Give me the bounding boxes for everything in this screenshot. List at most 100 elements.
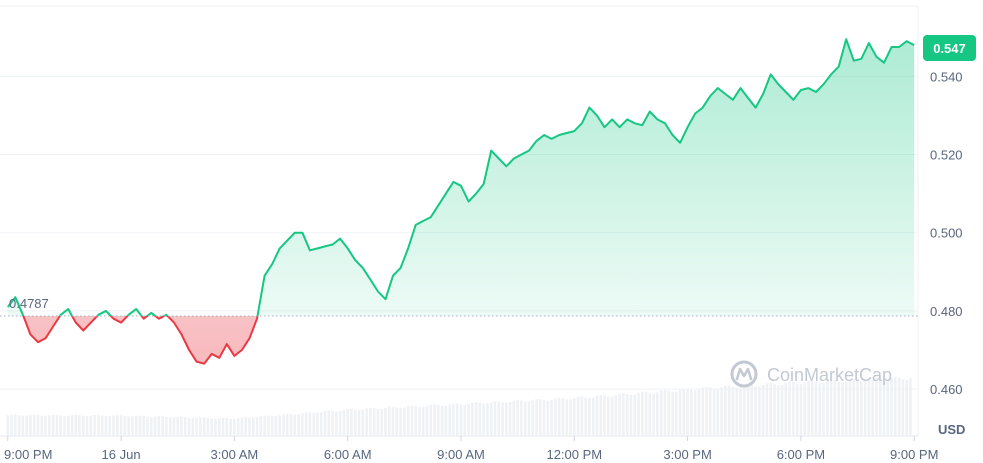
volume-bar [818, 383, 822, 436]
volume-bar [595, 396, 599, 436]
volume-bar [14, 414, 17, 436]
volume-bar [214, 418, 217, 436]
volume-bar [123, 416, 127, 436]
volume-bar [146, 416, 149, 436]
volume-bar [97, 414, 100, 436]
volume-bar [705, 386, 708, 436]
volume-bar [565, 399, 569, 436]
volume-bar [727, 385, 731, 436]
volume-bar [463, 404, 467, 436]
volume-bar [591, 397, 595, 436]
volume-bar [739, 387, 742, 436]
volume-bar [244, 417, 248, 436]
volume-bar [523, 401, 527, 436]
volume-bar [304, 412, 308, 436]
volume-bar [588, 398, 591, 436]
volume-bar [74, 414, 78, 436]
volume-bar [678, 389, 682, 436]
volume-bars [6, 376, 912, 436]
volume-bar [319, 412, 323, 436]
volume-bar [807, 380, 810, 436]
volume-bar [482, 403, 485, 436]
x-tick-label: 3:00 AM [211, 447, 259, 462]
volume-bar [40, 415, 44, 436]
volume-bar [369, 407, 372, 436]
volume-bar [758, 386, 761, 436]
volume-bar [149, 416, 153, 436]
reference-price-label: 0.4787 [9, 296, 49, 311]
volume-bar [418, 406, 421, 436]
volume-bar [822, 382, 825, 436]
x-tick-label: 6:00 PM [777, 447, 825, 462]
x-tick-label: 3:00 PM [663, 447, 711, 462]
volume-bar [712, 388, 716, 436]
volume-bar [255, 417, 259, 436]
volume-bar [263, 415, 266, 436]
volume-bar [527, 401, 531, 436]
volume-bar [784, 382, 788, 436]
volume-bar [259, 416, 263, 436]
volume-bar [539, 399, 542, 436]
volume-bar [493, 401, 497, 436]
volume-bar [716, 388, 720, 436]
volume-bar [897, 377, 901, 436]
volume-bar [750, 384, 754, 436]
volume-bar [841, 382, 844, 436]
volume-bar [357, 410, 361, 436]
volume-bar [78, 415, 81, 436]
volume-bar [353, 409, 357, 436]
volume-bar [433, 404, 436, 436]
volume-bar [690, 389, 693, 436]
volume-bar [93, 415, 96, 436]
volume-bar [720, 387, 723, 436]
volume-bar [686, 388, 689, 436]
volume-bar [886, 379, 890, 436]
volume-bar [176, 416, 180, 436]
volume-bar [210, 418, 214, 436]
x-axis-ticks: 9:00 PM 16 Jun 3:00 AM 6:00 AM 9:00 AM 12:00 … [4, 436, 938, 462]
volume-bar [471, 402, 474, 436]
volume-bar [36, 414, 40, 436]
volume-bar [803, 382, 806, 436]
volume-bar [191, 418, 195, 436]
watermark: CoinMarketCap [730, 360, 892, 388]
volume-bar [365, 408, 368, 436]
x-tick-label: 9:00 PM [4, 447, 52, 462]
volume-bar [455, 403, 459, 436]
volume-bar [82, 415, 85, 436]
volume-bar [671, 391, 674, 436]
coinmarketcap-logo-mark [735, 367, 753, 381]
volume-bar [754, 386, 757, 436]
x-tick-label: 9:00 AM [437, 447, 485, 462]
volume-bar [338, 411, 342, 436]
volume-bar [708, 387, 712, 436]
volume-bar [172, 417, 176, 436]
volume-bar [663, 389, 667, 436]
volume-bar [731, 386, 735, 436]
y-tick-label: 0.540 [930, 69, 963, 84]
volume-bar [44, 415, 47, 436]
volume-bar [25, 415, 28, 436]
volume-bar [905, 379, 908, 436]
volume-bar [10, 414, 13, 436]
x-tick-label: 12:00 PM [546, 447, 602, 462]
volume-bar [142, 416, 146, 436]
volume-bar [138, 415, 142, 436]
volume-bar [603, 395, 606, 436]
volume-bar [104, 416, 108, 436]
volume-bar [580, 396, 584, 436]
x-tick-label: 16 Jun [102, 447, 141, 462]
current-price-label: 0.547 [933, 41, 966, 56]
currency-label: USD [938, 422, 965, 437]
volume-bar [512, 400, 516, 436]
volume-bar [573, 398, 576, 436]
volume-bar [584, 397, 587, 436]
volume-bar [501, 402, 504, 436]
volume-bar [323, 411, 327, 436]
volume-bar [701, 387, 705, 436]
price-area-up [7, 39, 915, 316]
volume-bar [878, 379, 882, 436]
volume-bar [697, 389, 701, 436]
volume-bar [629, 394, 633, 436]
